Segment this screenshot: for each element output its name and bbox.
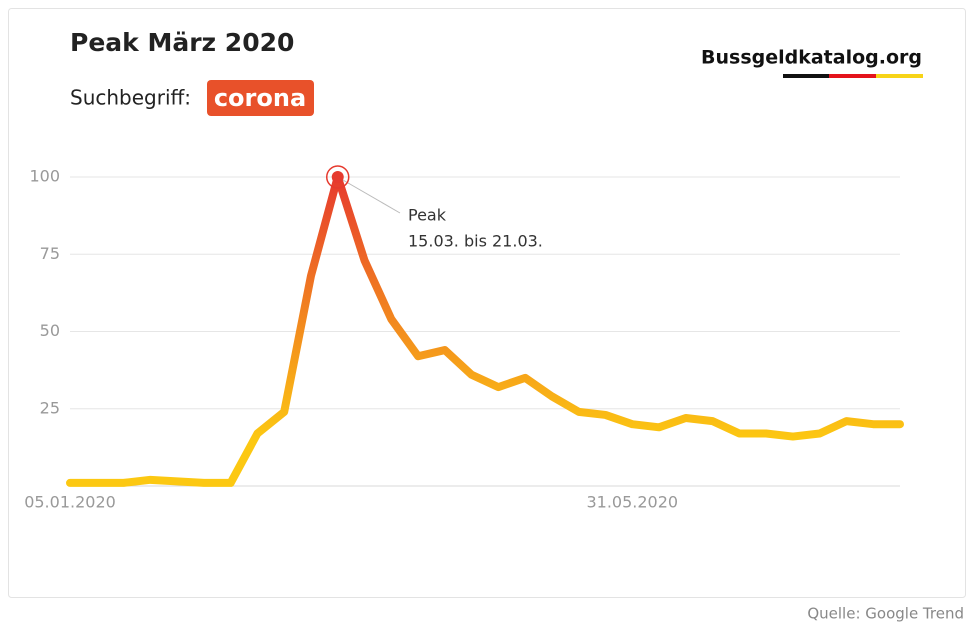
annotation-text: 15.03. bis 21.03. (408, 232, 543, 251)
search-badge (207, 80, 314, 116)
y-tick-label: 50 (40, 321, 60, 340)
annotation-title: Peak (408, 206, 447, 225)
flag-black (783, 74, 829, 78)
chart-title: Peak März 2020 (70, 28, 294, 57)
x-tick-label: 31.05.2020 (586, 493, 678, 512)
y-tick-label: 75 (40, 244, 60, 263)
subtitle: Suchbegriff: (70, 86, 191, 110)
peak-ring (325, 165, 350, 189)
annotation-leader (337, 176, 401, 214)
brand: Bussgeldkatalog.org (701, 47, 922, 69)
search-term: corona (214, 84, 306, 112)
y-tick-label: 25 (40, 398, 60, 417)
data-line (66, 173, 904, 487)
peak-marker (331, 171, 344, 183)
flag-red (829, 74, 876, 78)
y-tick-label: 100 (29, 167, 60, 186)
x-tick-label: 05.01.2020 (24, 493, 116, 512)
flag-gold (876, 74, 923, 78)
source: Quelle: Google Trend (807, 605, 964, 622)
